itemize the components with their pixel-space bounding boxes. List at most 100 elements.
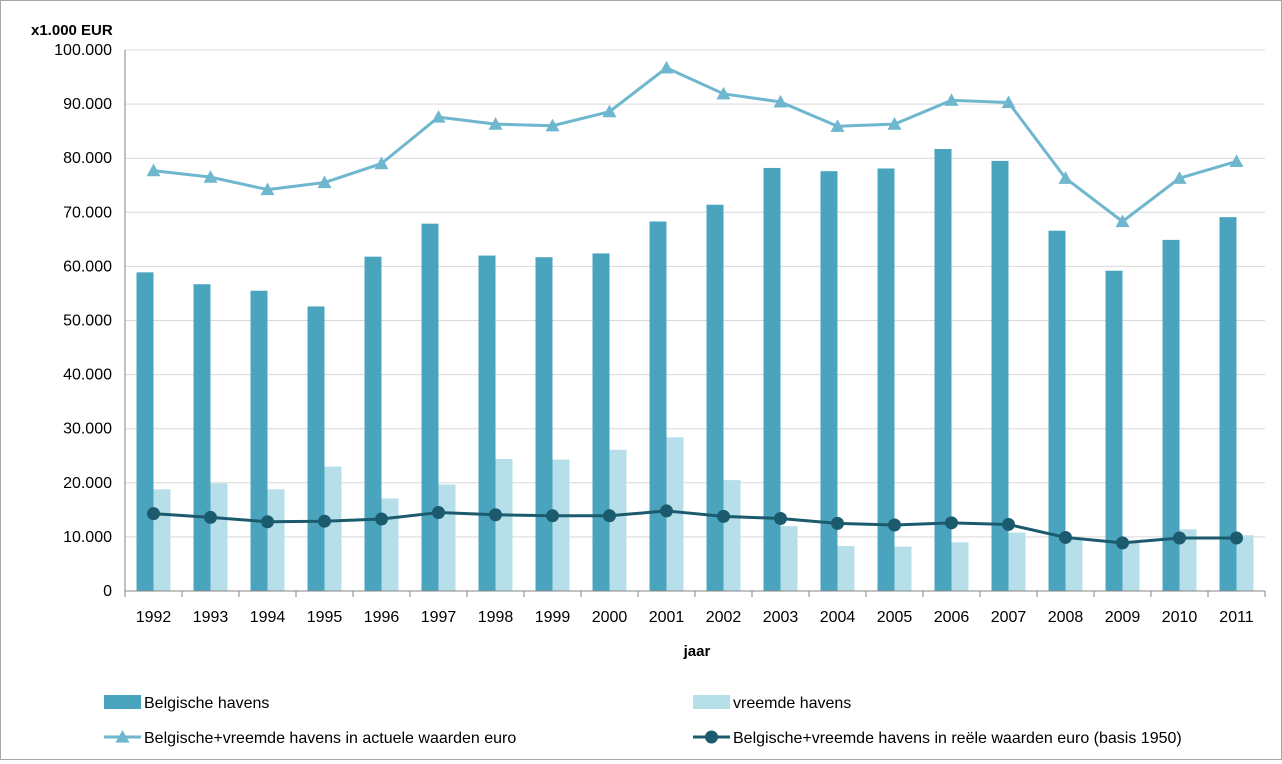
marker-circle-reele — [945, 516, 958, 530]
y-tick-label: 60.000 — [63, 258, 112, 275]
bar-vreemde-havens — [609, 449, 627, 591]
legend-swatch — [104, 695, 141, 709]
x-tick-label: 2007 — [991, 609, 1027, 626]
bar-vreemde-havens — [723, 480, 741, 591]
marker-circle-reele — [774, 512, 787, 526]
bar-belgische-havens — [535, 257, 553, 591]
marker-triangle-actuele — [716, 86, 731, 100]
x-tick-label: 1998 — [478, 609, 514, 626]
marker-triangle-actuele — [1172, 171, 1187, 184]
marker-triangle-actuele — [317, 175, 332, 189]
x-tick-label: 1996 — [364, 609, 400, 626]
legend-item: Belgische+vreemde havens in actuele waar… — [104, 730, 516, 747]
bar-belgische-havens — [193, 284, 211, 591]
bar-vreemde-havens — [837, 546, 855, 591]
marker-triangle-actuele — [944, 93, 959, 106]
marker-triangle-actuele — [659, 60, 674, 74]
bar-belgische-havens — [307, 306, 325, 591]
marker-triangle-actuele — [887, 117, 902, 130]
legend: Belgische havens vreemde havens Belgische+… — [104, 695, 1182, 747]
bar-vreemde-havens — [153, 489, 171, 591]
bar-belgische-havens — [877, 168, 895, 591]
bar-vreemde-havens — [495, 458, 513, 591]
x-tick-label: 2003 — [763, 609, 799, 626]
bar-vreemde-havens — [1008, 532, 1026, 591]
bar-belgische-havens — [1219, 217, 1237, 591]
legend-marker-triangle — [115, 730, 130, 743]
marker-triangle-actuele — [431, 110, 446, 123]
marker-triangle-actuele — [1229, 154, 1244, 168]
x-tick-label: 2004 — [820, 609, 856, 626]
bar-vreemde-havens — [1065, 537, 1083, 591]
marker-triangle-actuele — [260, 182, 275, 196]
bar-vreemde-havens — [324, 466, 342, 591]
marker-triangle-actuele — [203, 170, 218, 183]
bar-belgische-havens — [364, 256, 382, 591]
marker-triangle-actuele — [374, 156, 389, 170]
marker-circle-reele — [1059, 530, 1072, 544]
marker-circle-reele — [261, 515, 274, 529]
x-tick-label: 1994 — [250, 609, 286, 626]
legend-marker-circle — [705, 730, 718, 744]
bar-vreemde-havens — [666, 437, 684, 591]
y-tick-label: 20.000 — [63, 475, 112, 492]
bar-belgische-havens — [991, 160, 1009, 591]
legend-label: Belgische havens — [144, 695, 269, 712]
y-tick-label: 80.000 — [63, 150, 112, 167]
bars — [136, 149, 1254, 592]
y-tick-label: 90.000 — [63, 96, 112, 113]
marker-circle-reele — [147, 507, 160, 521]
marker-circle-reele — [318, 514, 331, 528]
legend-label: Belgische+vreemde havens in reële waarde… — [733, 730, 1182, 747]
legend-label: vreemde havens — [733, 695, 851, 712]
x-tick-label: 1992 — [136, 609, 172, 626]
y-tick-label: 100.000 — [54, 42, 112, 59]
axes: 0 10.000 20.000 30.000 40.000 50.000 60.000 70.… — [54, 42, 1266, 626]
bar-vreemde-havens — [1122, 541, 1140, 591]
marker-circle-reele — [432, 506, 445, 520]
marker-circle-reele — [603, 509, 616, 523]
marker-triangle-actuele — [545, 118, 560, 132]
marker-circle-reele — [1116, 536, 1129, 550]
bar-vreemde-havens — [267, 489, 285, 591]
line-actuele — [153, 66, 1237, 223]
legend-item: Belgische havens — [104, 695, 269, 712]
marker-triangle-actuele — [1001, 95, 1016, 109]
y-tick-label: 40.000 — [63, 367, 112, 384]
x-tick-label: 1997 — [421, 609, 457, 626]
legend-label: Belgische+vreemde havens in actuele waar… — [144, 730, 516, 747]
x-tick-label: 2011 — [1219, 609, 1254, 626]
bar-belgische-havens — [421, 223, 439, 591]
bar-vreemde-havens — [210, 483, 228, 591]
line-reele — [153, 509, 1237, 545]
marker-circle-reele — [888, 518, 901, 532]
bar-vreemde-havens — [552, 459, 570, 591]
bar-vreemde-havens — [1179, 529, 1197, 591]
marker-circle-reele — [717, 509, 730, 523]
marker-circle-reele — [1173, 531, 1186, 545]
y-tick-label: 70.000 — [63, 204, 112, 221]
x-tick-label: 2008 — [1048, 609, 1084, 626]
x-axis-label: jaar — [683, 643, 711, 660]
bar-belgische-havens — [934, 149, 952, 592]
marker-triangle-actuele — [602, 104, 617, 118]
x-tick-label: 2001 — [649, 609, 685, 626]
y-tick-label: 50.000 — [63, 313, 112, 330]
bar-vreemde-havens — [1236, 535, 1254, 591]
bar-belgische-havens — [706, 204, 724, 591]
bar-belgische-havens — [1162, 239, 1180, 592]
marker-circle-reele — [375, 512, 388, 526]
bar-belgische-havens — [1048, 230, 1066, 591]
legend-item: vreemde havens — [693, 695, 851, 712]
marker-circle-reele — [489, 508, 502, 522]
y-tick-label: 0 — [103, 583, 112, 600]
x-tick-label: 2000 — [592, 609, 628, 626]
bar-vreemde-havens — [381, 498, 399, 591]
bar-belgische-havens — [820, 171, 838, 591]
marker-triangle-actuele — [488, 117, 503, 130]
y-tick-label: 10.000 — [63, 529, 112, 546]
bar-vreemde-havens — [951, 542, 969, 591]
bar-belgische-havens — [250, 290, 268, 591]
